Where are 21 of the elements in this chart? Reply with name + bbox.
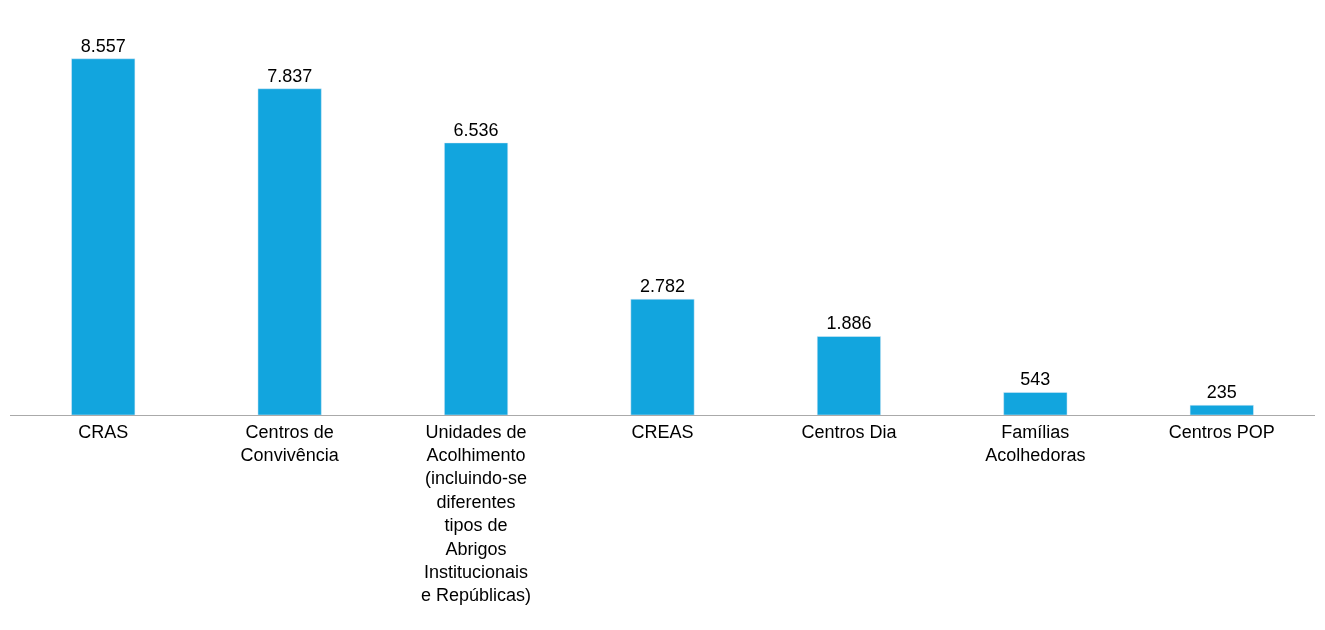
data-label: 6.536 <box>453 119 499 140</box>
bar <box>257 88 322 415</box>
data-label: 8.557 <box>80 35 126 56</box>
bar <box>1003 392 1068 415</box>
bar <box>71 58 136 415</box>
bar <box>816 336 881 415</box>
x-tick-label: Unidades de Acolhimento (incluindo-se diferentes tipos de Abrigos Institucionais e Repúblicas) <box>421 421 532 606</box>
x-tick-label: Famílias Acolhedoras <box>985 421 1086 465</box>
x-tick-label: Centros POP <box>1168 421 1275 442</box>
data-label: 7.837 <box>267 65 313 86</box>
data-label: 235 <box>1206 382 1237 403</box>
bar <box>1189 404 1254 415</box>
x-tick-label: Centros de Convivência <box>240 421 340 465</box>
x-tick-label: CREAS <box>631 421 694 442</box>
x-tick-label: CRAS <box>78 421 129 442</box>
data-label: 2.782 <box>639 276 686 297</box>
data-label: 1.886 <box>826 313 872 334</box>
x-tick-label: Centros Dia <box>801 421 898 442</box>
bar <box>630 298 695 415</box>
data-label: 543 <box>1020 369 1051 390</box>
bar <box>444 142 509 415</box>
